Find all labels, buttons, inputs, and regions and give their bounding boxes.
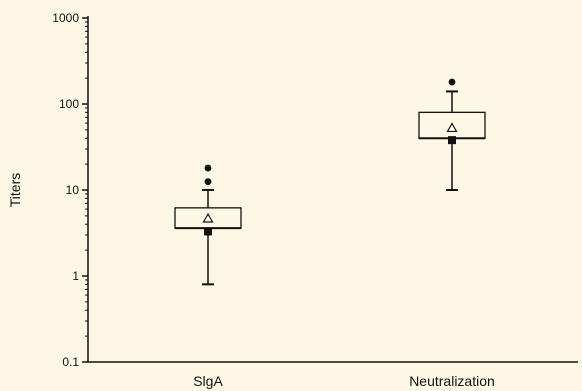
y-tick-label-1: 1 — [72, 269, 79, 283]
outlier-point — [204, 164, 212, 172]
category-labels: SlgA Neutralization — [193, 373, 495, 389]
box-slga — [174, 164, 242, 286]
category-label-1: Neutralization — [409, 373, 495, 389]
y-ticks: 0.1 1 10 100 1000 — [52, 11, 88, 369]
y-tick-label-2: 10 — [66, 183, 80, 197]
category-label-0: SlgA — [193, 373, 223, 389]
mean-marker — [446, 122, 458, 133]
y-axis-title: Titers — [7, 173, 23, 207]
square-marker — [448, 136, 456, 145]
box-neutralization — [418, 78, 486, 191]
y-tick-label-3: 100 — [59, 97, 79, 111]
outlier-point — [448, 78, 456, 86]
square-marker — [204, 227, 212, 236]
y-tick-label-4: 1000 — [52, 11, 79, 25]
mean-marker — [202, 212, 214, 223]
box-plots — [174, 78, 486, 286]
y-tick-label-0: 0.1 — [62, 355, 79, 369]
outlier-point — [204, 178, 212, 186]
